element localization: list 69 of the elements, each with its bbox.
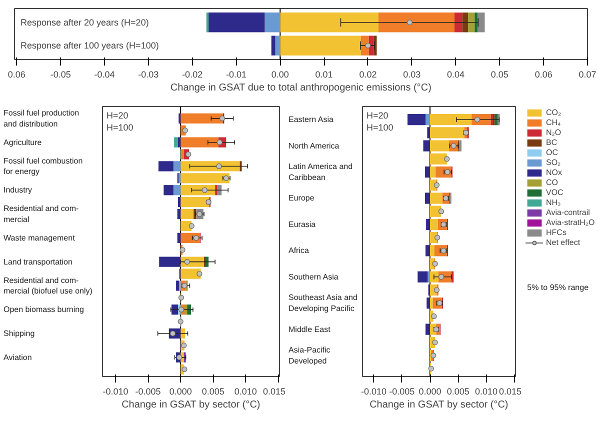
y-tick-label: Fossil fuel production and distribution bbox=[4, 108, 80, 128]
x-tick-label: -0.005 bbox=[135, 386, 161, 396]
legend-label: HFCs bbox=[546, 228, 566, 237]
x-axis-title: Change in GSAT by sector (°C) bbox=[370, 400, 508, 410]
y-tick-label: Middle East bbox=[288, 324, 332, 334]
y-tick-label: Shipping bbox=[4, 328, 35, 338]
legend-label: BC bbox=[546, 138, 558, 147]
y-tick-label: Residential and com- mercial bbox=[4, 204, 79, 224]
y-tick-label: Open biomass burning bbox=[4, 305, 84, 314]
x-tick-label: 0.06 bbox=[534, 70, 552, 80]
y-tick-label: North America bbox=[288, 141, 340, 150]
x-tick-label: -0.010 bbox=[360, 386, 387, 396]
y-tick-label: Response after 20 years (H=20) bbox=[20, 17, 149, 28]
y-tick-label: Europe bbox=[288, 194, 315, 203]
x-tick-label: 0.010 bbox=[474, 386, 498, 396]
x-axis-title: Change in GSAT due to total anthropogenic emissions (°C) bbox=[170, 82, 432, 94]
x-tick-label: -0.010 bbox=[102, 386, 128, 396]
y-tick-label: Africa bbox=[288, 246, 310, 256]
y-tick-label: Eastern Asia bbox=[288, 115, 334, 124]
x-tick-label: 0.015 bbox=[262, 386, 286, 396]
x-tick-label: -0.02 bbox=[182, 70, 203, 80]
y-tick-label: Latin America and Caribbean bbox=[288, 162, 353, 182]
x-tick-label: -0.005 bbox=[389, 386, 415, 396]
y-tick-label: Southern Asia bbox=[288, 272, 339, 282]
x-tick-label: 0.000 bbox=[169, 386, 192, 396]
legend-label: NOx bbox=[546, 168, 563, 177]
x-tick-label: 0.07 bbox=[578, 70, 596, 80]
y-tick-label: Asia-Pacific Developed bbox=[288, 346, 330, 366]
y-tick-label: Fossil fuel combustion for energy bbox=[4, 156, 83, 176]
y-tick-label: Industry bbox=[4, 186, 32, 195]
annotation: H=20 H=100 bbox=[366, 110, 394, 132]
text: 5% to 95% range bbox=[527, 282, 590, 292]
y-tick-label: Waste management bbox=[4, 233, 76, 242]
x-tick-label: 0.06 bbox=[8, 70, 26, 80]
legend-label: VOC bbox=[546, 188, 564, 197]
legend-label: N₂O bbox=[546, 128, 562, 137]
x-tick-label: 0.00 bbox=[271, 70, 289, 80]
x-tick-label: 0.005 bbox=[202, 386, 224, 396]
legend-label: Avia-stratH₂O bbox=[546, 218, 595, 227]
legend-label: CH₄ bbox=[546, 118, 562, 127]
x-tick-label: 0.005 bbox=[446, 386, 470, 396]
x-tick-label: -0.01 bbox=[226, 70, 246, 80]
legend-label: SO₂ bbox=[546, 158, 562, 167]
y-tick-label: Agriculture bbox=[4, 138, 42, 147]
x-tick-label: -0.05 bbox=[50, 70, 71, 80]
y-tick-label: Aviation bbox=[4, 352, 32, 362]
y-tick-label: Eurasia bbox=[288, 220, 316, 229]
x-tick-label: 0.05 bbox=[490, 70, 508, 80]
x-tick-label: 0.03 bbox=[403, 70, 421, 80]
x-tick-label: 0.010 bbox=[234, 386, 257, 396]
x-tick-label: 0.015 bbox=[498, 386, 522, 396]
x-tick-label: -0.03 bbox=[138, 70, 159, 80]
x-tick-label: 0.000 bbox=[418, 386, 442, 396]
y-tick-label: Land transportation bbox=[4, 257, 72, 266]
x-tick-label: -0.04 bbox=[94, 70, 115, 80]
x-axis-title: Change in GSAT by sector (°C) bbox=[122, 400, 260, 410]
legend-label: CO₂ bbox=[546, 108, 562, 117]
y-tick-label: Southeast Asia and Developing Pacific bbox=[288, 293, 358, 313]
x-tick-label: 0.04 bbox=[447, 70, 465, 80]
x-tick-label: 0.02 bbox=[359, 70, 377, 80]
legend-label: NH₃ bbox=[546, 198, 562, 207]
annotation: H=20 H=100 bbox=[106, 110, 134, 132]
legend-label: OC bbox=[546, 148, 559, 157]
legend-label: Avia-contrail bbox=[546, 208, 590, 217]
legend-label: CO bbox=[546, 178, 559, 187]
legend-label: Net effect bbox=[546, 238, 580, 247]
x-tick-label: 0.01 bbox=[315, 70, 333, 80]
y-tick-label: Residential and com- mercial (biofuel use only) bbox=[4, 276, 93, 296]
y-tick-label: Response after 100 years (H=100) bbox=[20, 40, 159, 51]
